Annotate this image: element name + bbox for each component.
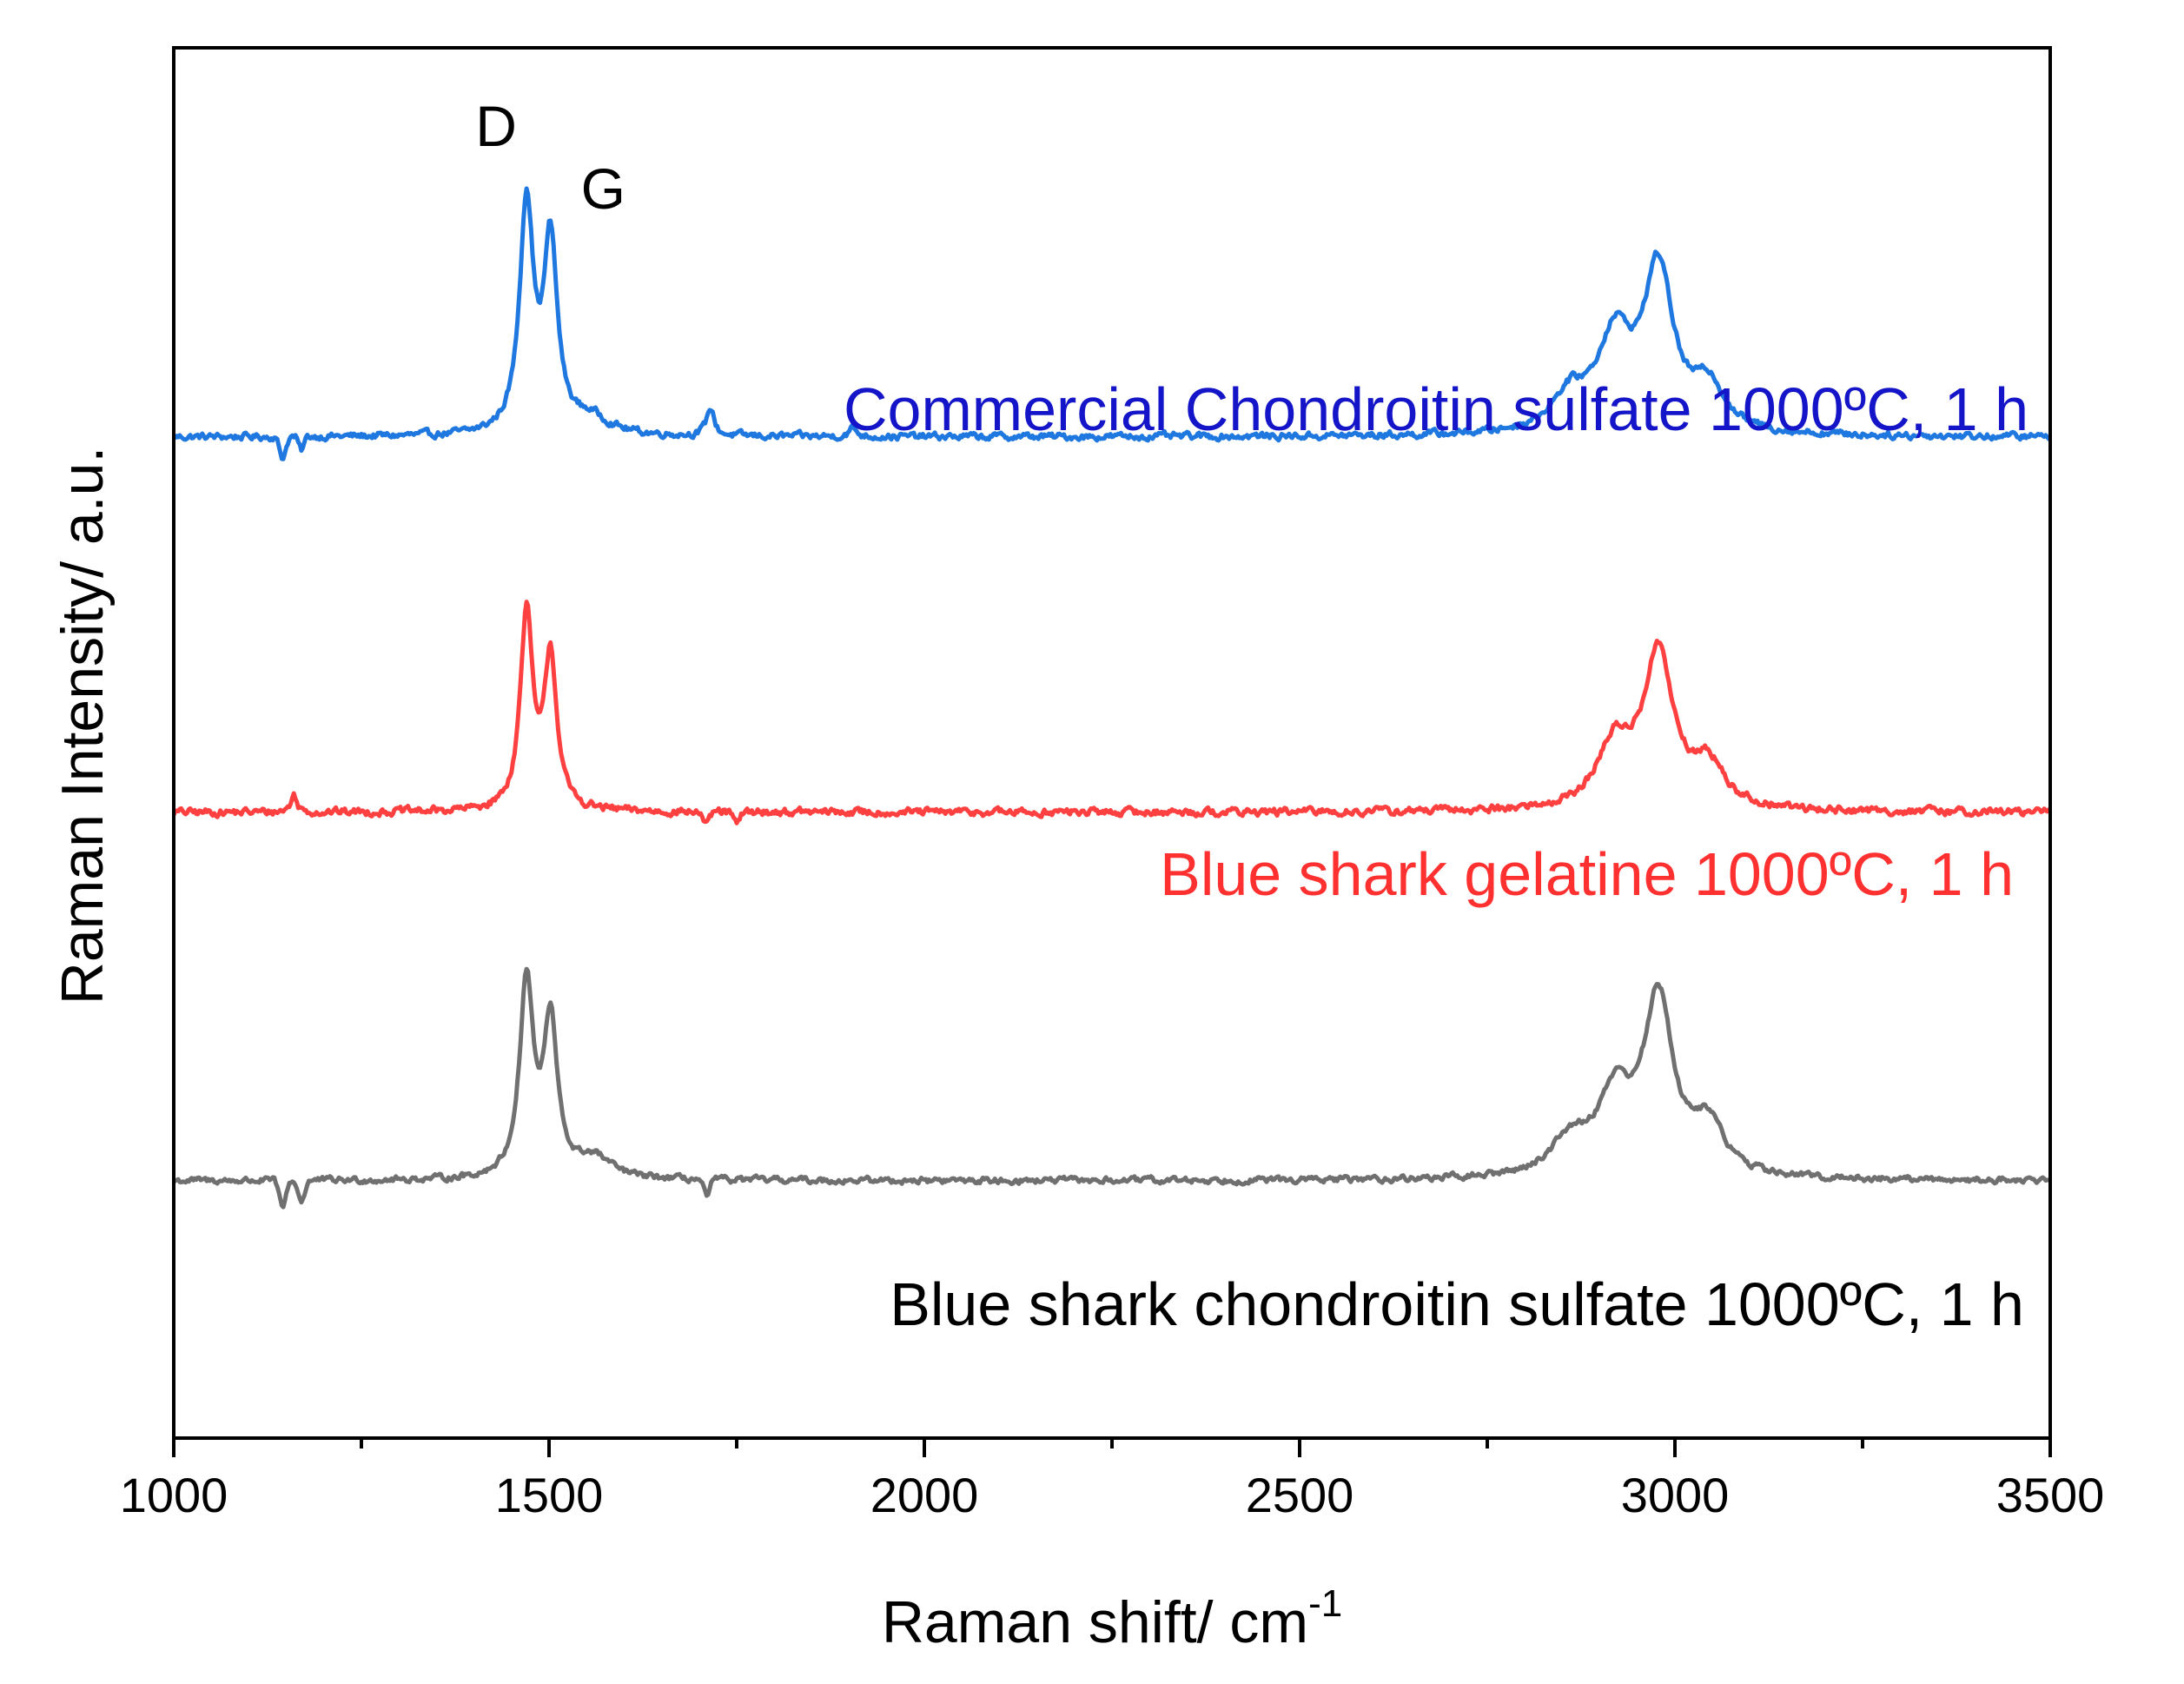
peak-annotation-g: G [581,156,625,221]
x-axis-title-superscript: -1 [1308,1582,1342,1625]
x-tick-label: 2500 [1246,1468,1354,1522]
x-tick-label: 3500 [1996,1468,2105,1522]
x-tick-label: 3000 [1621,1468,1730,1522]
y-axis-title: Raman Intensity/ a.u. [50,447,116,1005]
x-tick-label: 1500 [495,1468,604,1522]
x-axis-ticks: 1000 1500 2000 2500 3000 3500 [120,1438,2105,1522]
x-tick-label: 1000 [120,1468,228,1522]
series-label-3: Blue shark chondroitin sulfate 1000ºC, 1… [890,1270,2024,1338]
series-label-1: Commercial Chondroitin sulfate 1000ºC, 1… [844,375,2028,443]
series-labels: Commercial Chondroitin sulfate 1000ºC, 1… [844,375,2028,1338]
x-axis-title: Raman shift/ cm-1 [882,1582,1342,1655]
series-layer [171,186,2052,1210]
peak-annotations: DG [475,94,625,221]
series-line-3 [173,966,2052,1210]
series-line-2 [171,600,2052,825]
x-axis-title-text: Raman shift/ cm [882,1589,1308,1655]
series-line-1 [171,186,2052,461]
x-tick-label: 2000 [870,1468,979,1522]
series-label-2: Blue shark gelatine 1000ºC, 1 h [1160,840,2014,908]
peak-annotation-d: D [475,94,517,158]
